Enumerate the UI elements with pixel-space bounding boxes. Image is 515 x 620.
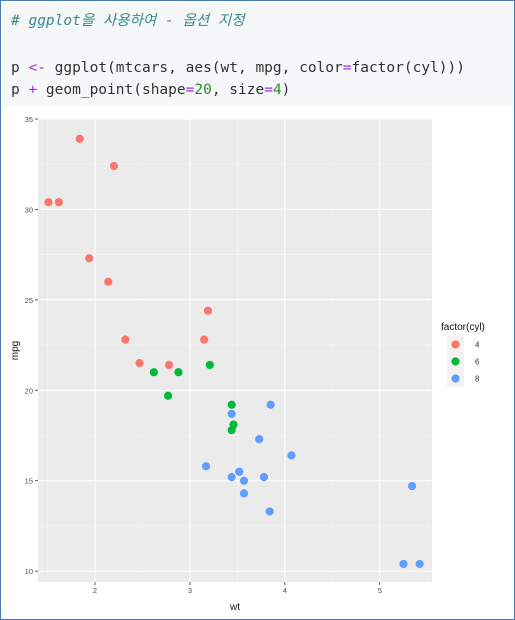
scatter-plot: 2 3 4 5 10 15 20 25 30 35 wt mpg factor(cyl) 4 6 8	[10, 115, 485, 613]
data-point-cyl-8	[265, 507, 274, 516]
legend-label: 8	[475, 375, 480, 384]
code-token: =	[264, 82, 273, 98]
data-point-cyl-4	[104, 277, 113, 286]
code-line-2: p + geom_point(shape=20, size=4)	[11, 80, 290, 100]
data-point-cyl-6	[149, 368, 158, 377]
legend-title: factor(cyl)	[441, 322, 485, 333]
data-point-cyl-4	[109, 161, 119, 171]
data-point-cyl-4	[75, 134, 84, 143]
y-tick-label: 30	[25, 205, 33, 214]
axes: 2 3 4 5 10 15 20 25 30 35 wt mpg	[10, 115, 382, 613]
code-token: =	[342, 60, 352, 76]
code-token: <-	[28, 60, 46, 76]
data-point-cyl-8	[407, 482, 417, 491]
panel-background	[38, 119, 432, 582]
data-point-cyl-8	[201, 462, 211, 471]
y-tick-label: 35	[25, 115, 33, 124]
data-point-cyl-4	[85, 254, 94, 263]
data-point-cyl-8	[399, 559, 408, 569]
data-point-cyl-8	[227, 473, 236, 482]
data-point-cyl-8	[287, 451, 296, 460]
code-comment: # ggplot을 사용하여 - 옵션 지정	[11, 13, 245, 29]
data-point-cyl-6	[205, 360, 214, 370]
data-point-cyl-4	[203, 306, 213, 315]
code-token: 20	[194, 82, 212, 98]
data-point-cyl-8	[259, 473, 269, 482]
code-token: factor(cyl)))	[351, 60, 465, 76]
code-token: p	[11, 60, 29, 76]
legend-label: 4	[475, 341, 480, 350]
data-point-cyl-4	[200, 335, 209, 344]
y-tick-label: 10	[25, 567, 33, 576]
code-token: +	[28, 82, 38, 98]
data-point-cyl-8	[239, 489, 249, 498]
plot-panel	[38, 118, 432, 582]
data-point-cyl-4	[121, 335, 130, 344]
legend: factor(cyl) 4 6 8	[441, 322, 485, 387]
x-tick-label: 5	[378, 586, 382, 595]
legend-key-point	[451, 340, 460, 349]
y-tick-label: 25	[25, 296, 33, 305]
data-point-cyl-6	[163, 391, 173, 400]
data-point-cyl-6	[229, 420, 238, 429]
data-point-cyl-4	[164, 360, 174, 370]
code-token: =	[185, 82, 195, 98]
data-point-cyl-8	[415, 559, 424, 569]
y-axis-label: mpg	[10, 341, 21, 360]
legend-key-point	[451, 357, 460, 366]
x-axis-label: wt	[229, 602, 240, 613]
x-tick-label: 2	[93, 586, 97, 595]
y-tick-label: 20	[25, 386, 33, 395]
data-point-cyl-6	[227, 400, 236, 409]
x-tick-label: 3	[188, 586, 192, 595]
code-token: p	[11, 82, 29, 98]
y-tick-label: 15	[25, 477, 33, 486]
code-token: )	[281, 82, 291, 98]
data-points	[44, 134, 424, 569]
data-point-cyl-8	[255, 435, 264, 444]
code-line-1: p <- ggplot(mtcars, aes(wt, mpg, color=f…	[11, 58, 465, 78]
code-block: # ggplot을 사용하여 - 옵션 지정 p <- ggplot(mtcar…	[2, 2, 513, 106]
data-point-cyl-8	[239, 476, 249, 485]
data-point-cyl-8	[266, 400, 275, 409]
data-point-cyl-4	[44, 198, 53, 207]
code-token: ggplot(mtcars, aes(wt, mpg, color	[45, 60, 343, 76]
data-point-cyl-6	[174, 368, 183, 377]
data-point-cyl-8	[235, 467, 244, 476]
legend-label: 6	[475, 358, 480, 367]
code-token: 4	[272, 82, 282, 98]
data-point-cyl-4	[135, 359, 144, 368]
legend-key-point	[451, 374, 460, 383]
data-point-cyl-8	[227, 409, 236, 418]
code-token: , size	[211, 82, 265, 98]
data-point-cyl-4	[54, 198, 63, 207]
x-tick-label: 4	[283, 586, 287, 595]
code-token: geom_point(shape	[37, 82, 186, 98]
